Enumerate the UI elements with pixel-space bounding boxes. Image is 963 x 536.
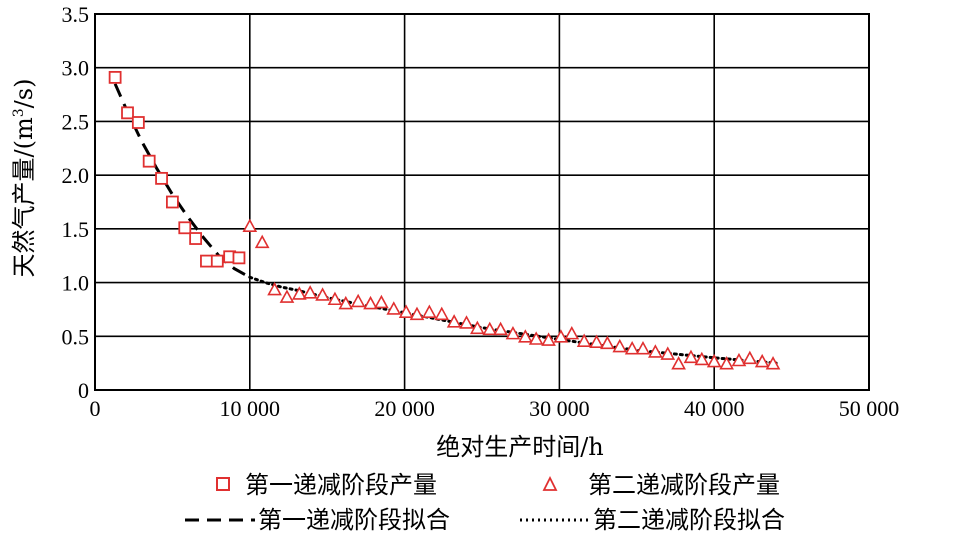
triangle-point [279, 289, 295, 303]
triangle-point [635, 341, 651, 355]
triangle-point [422, 304, 437, 318]
triangle-point [517, 329, 533, 343]
square-point [121, 106, 134, 120]
x-tick-label: 20 000 [374, 396, 435, 421]
triangle-point [398, 304, 414, 318]
triangle-point [624, 341, 640, 355]
legend-square-marker [216, 477, 230, 491]
grid-lines [95, 14, 869, 390]
y-tick-labels: 0 0.5 1.0 1.5 2.0 2.5 3.0 3.5 [62, 2, 90, 403]
triangle-point [660, 346, 676, 360]
legend-triangle-marker [542, 475, 558, 491]
y-axis-label-end: /s) [10, 79, 38, 109]
triangle-point [459, 315, 474, 329]
triangle-point [505, 325, 521, 340]
triangle-point [242, 218, 258, 233]
triangle-point [409, 306, 425, 321]
legend-label-stage1-fit: 第一递减阶段拟合 [258, 506, 450, 534]
data-markers [108, 70, 781, 370]
triangle-point [291, 286, 307, 300]
legend-label-stage2-production: 第二递减阶段产量 [588, 471, 780, 499]
triangle-point [719, 356, 734, 370]
square-point [155, 171, 168, 185]
x-tick-label: 40 000 [684, 396, 745, 421]
x-tick-label: 50 000 [839, 396, 900, 421]
triangle-point [600, 335, 615, 350]
triangle-point [363, 295, 378, 310]
fit-lines [113, 83, 778, 365]
triangle-point [683, 349, 699, 364]
triangle-point [350, 293, 366, 308]
triangle-point [742, 350, 758, 365]
triangle-point [386, 301, 402, 315]
triangle-point [671, 356, 686, 370]
triangle-point [315, 287, 330, 301]
triangle-point [446, 314, 462, 328]
triangle-point [254, 234, 270, 249]
triangle-point [470, 320, 485, 335]
y-tick-label: 0.5 [62, 324, 90, 349]
y-tick-label: 3.5 [62, 2, 90, 27]
triangle-point [528, 331, 544, 345]
x-axis-label: 绝对生产时间/h [436, 433, 604, 461]
triangle-point [302, 285, 318, 299]
triangle-point [482, 321, 498, 336]
legend-label-stage1-production: 第一递减阶段产量 [245, 471, 437, 499]
triangle-point [564, 325, 580, 340]
triangle-point [765, 356, 781, 370]
square-point [131, 116, 145, 129]
triangle-point [694, 351, 710, 366]
legend-label-stage2-fit: 第二递减阶段拟合 [593, 506, 785, 534]
y-tick-label: 1.0 [62, 271, 90, 296]
square-point [232, 251, 246, 265]
square-point [165, 195, 179, 209]
legend: 第一递减阶段产量 第二递减阶段产量 第一递减阶段拟合 第二递减阶段拟合 [185, 471, 785, 534]
square-point [142, 154, 156, 168]
triangle-point [434, 306, 450, 321]
x-tick-label: 30 000 [529, 396, 590, 421]
square-point [108, 70, 122, 84]
triangle-point [612, 338, 628, 353]
triangle-point [267, 281, 282, 296]
series-line-stage1-fit [113, 83, 251, 279]
x-tick-labels: 0 10 000 20 000 30 000 40 000 50 000 [90, 396, 900, 421]
square-point [200, 254, 213, 268]
plot-frame [94, 13, 870, 391]
triangle-point [338, 295, 354, 310]
y-tick-label: 2.0 [62, 163, 90, 188]
y-tick-label: 1.5 [62, 217, 90, 242]
y-tick-label: 3.0 [62, 56, 90, 81]
square-point [178, 221, 192, 235]
y-tick-label: 0 [78, 378, 89, 403]
triangle-point [327, 291, 343, 306]
triangle-point [576, 333, 592, 347]
square-point [210, 254, 224, 268]
x-tick-label: 0 [90, 396, 101, 421]
triangle-point [648, 344, 663, 358]
x-tick-label: 10 000 [220, 396, 281, 421]
y-axis-label: 天然气产量/(m3/s) [10, 79, 38, 278]
triangle-point [731, 352, 747, 367]
series-line-stage2-fit [248, 275, 778, 365]
y-axis-label-main: 天然气产量/(m [10, 117, 38, 277]
triangle-point [706, 353, 722, 368]
triangle-point [374, 294, 389, 309]
y-axis-label-superscript: 3 [11, 108, 27, 117]
triangle-point [754, 353, 770, 368]
triangle-point [589, 334, 604, 349]
triangle-point [493, 321, 508, 336]
square-point [189, 232, 203, 245]
triangle-point [553, 329, 569, 343]
y-tick-label: 2.5 [62, 109, 90, 134]
triangle-point [541, 332, 556, 346]
